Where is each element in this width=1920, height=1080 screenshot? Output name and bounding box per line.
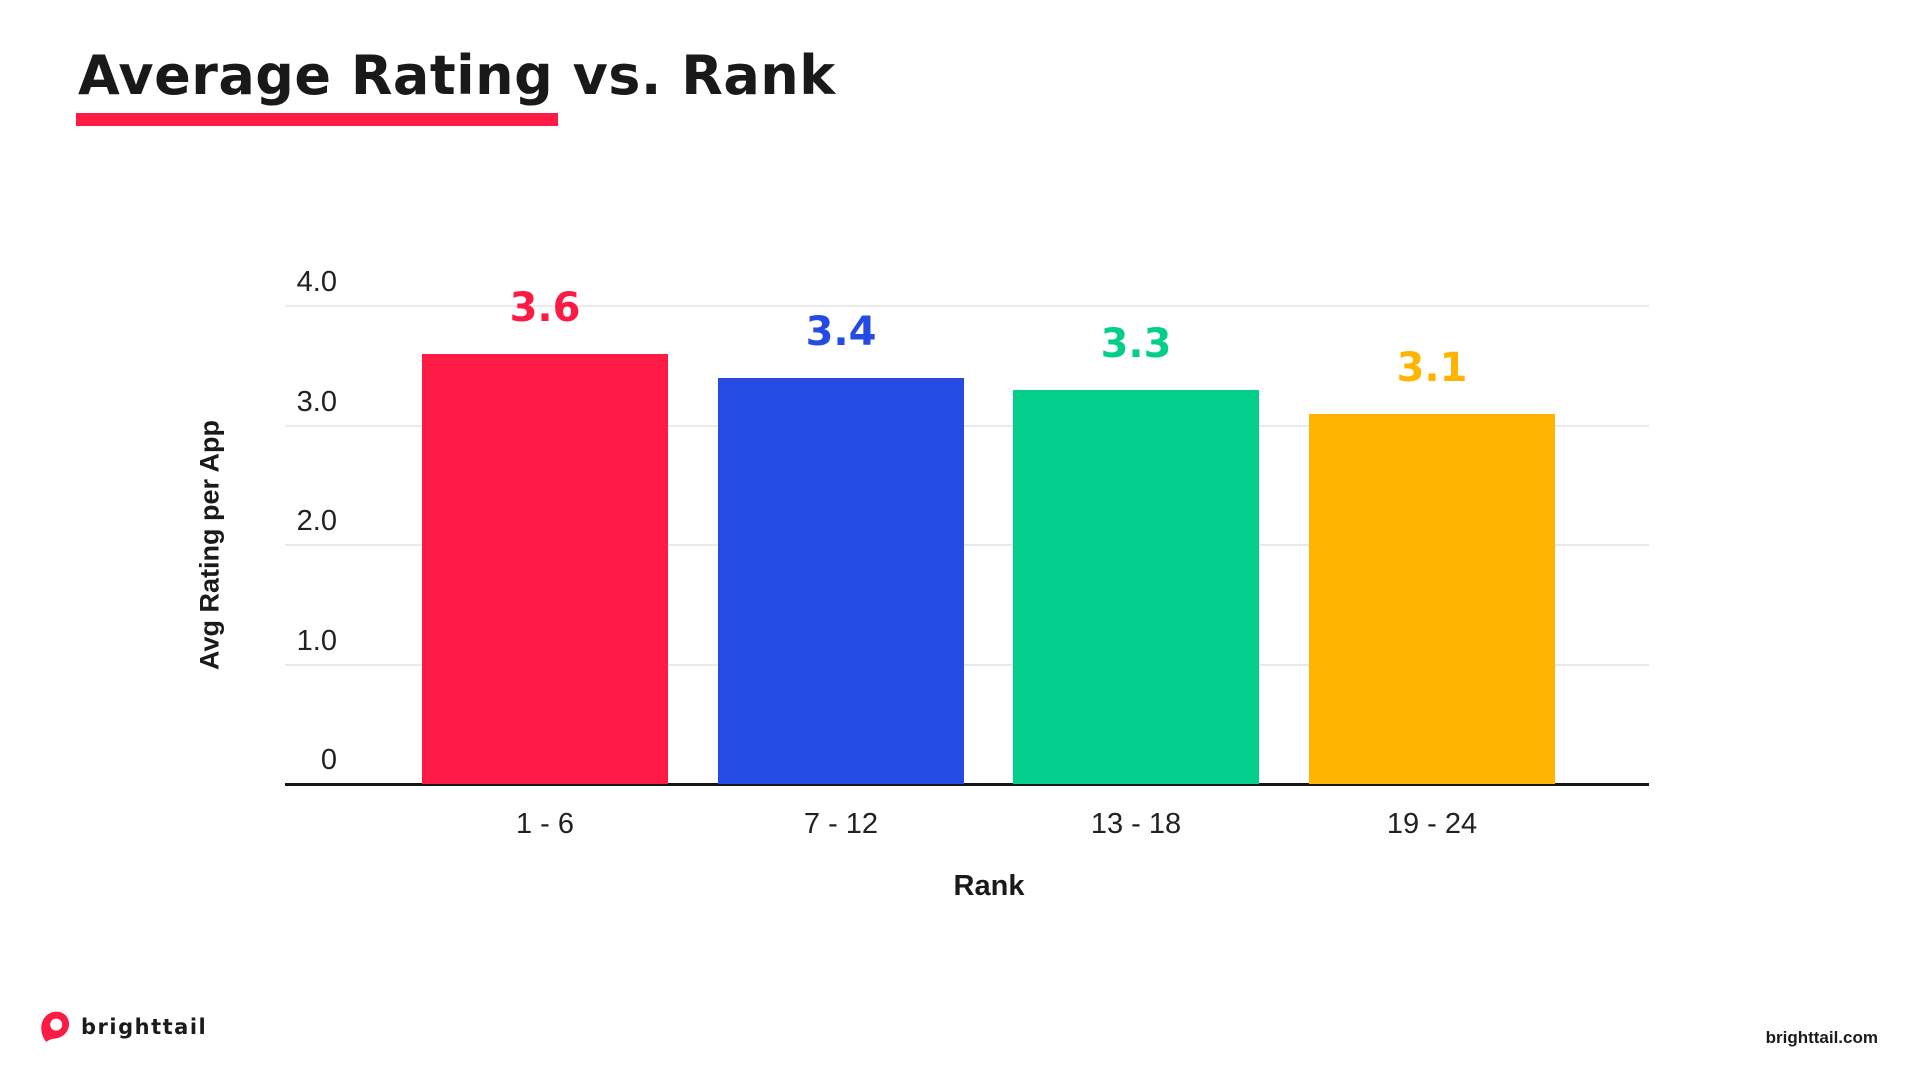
brighttail-droplet-icon bbox=[41, 1011, 70, 1042]
x-tick-label: 7 - 12 bbox=[803, 808, 879, 840]
bar-value-label: 3.1 bbox=[1396, 344, 1468, 391]
title-underline bbox=[76, 113, 558, 126]
x-tick-label: 1 - 6 bbox=[515, 808, 575, 840]
y-axis-title: Avg Rating per App bbox=[194, 419, 225, 671]
bar bbox=[1309, 413, 1555, 784]
page-title: Average Rating vs. Rank bbox=[78, 44, 836, 107]
bar bbox=[422, 353, 668, 784]
bar-value-label: 3.3 bbox=[1100, 320, 1172, 367]
gridline bbox=[285, 663, 1649, 666]
x-axis-title: Rank bbox=[953, 870, 1025, 902]
x-tick-label: 19 - 24 bbox=[1386, 808, 1478, 840]
y-tick-label: 1.0 bbox=[296, 624, 337, 657]
brand-name: brighttail bbox=[81, 1015, 208, 1039]
x-axis-line bbox=[285, 783, 1649, 786]
bar-value-label: 3.6 bbox=[509, 284, 581, 331]
gridline bbox=[285, 305, 1649, 307]
y-tick-label: 0 bbox=[320, 744, 337, 776]
bar bbox=[1013, 389, 1259, 784]
gridline bbox=[285, 424, 1649, 427]
bar-value-label: 3.4 bbox=[805, 308, 877, 355]
footer-website: brighttail.com bbox=[1765, 1028, 1878, 1047]
bar bbox=[718, 377, 964, 784]
gridline bbox=[285, 544, 1649, 546]
y-tick-label: 3.0 bbox=[296, 385, 337, 418]
y-tick-label: 4.0 bbox=[296, 266, 337, 298]
plot-area: Rank 4.0 3.0 2.0 1.0 0 3.6 1 - 6 3.4 7 - 12 3.3 13… bbox=[285, 268, 1649, 902]
y-tick-label: 2.0 bbox=[296, 505, 337, 537]
x-tick-label: 13 - 18 bbox=[1090, 808, 1182, 840]
brand-logo: brighttail bbox=[40, 1010, 207, 1044]
